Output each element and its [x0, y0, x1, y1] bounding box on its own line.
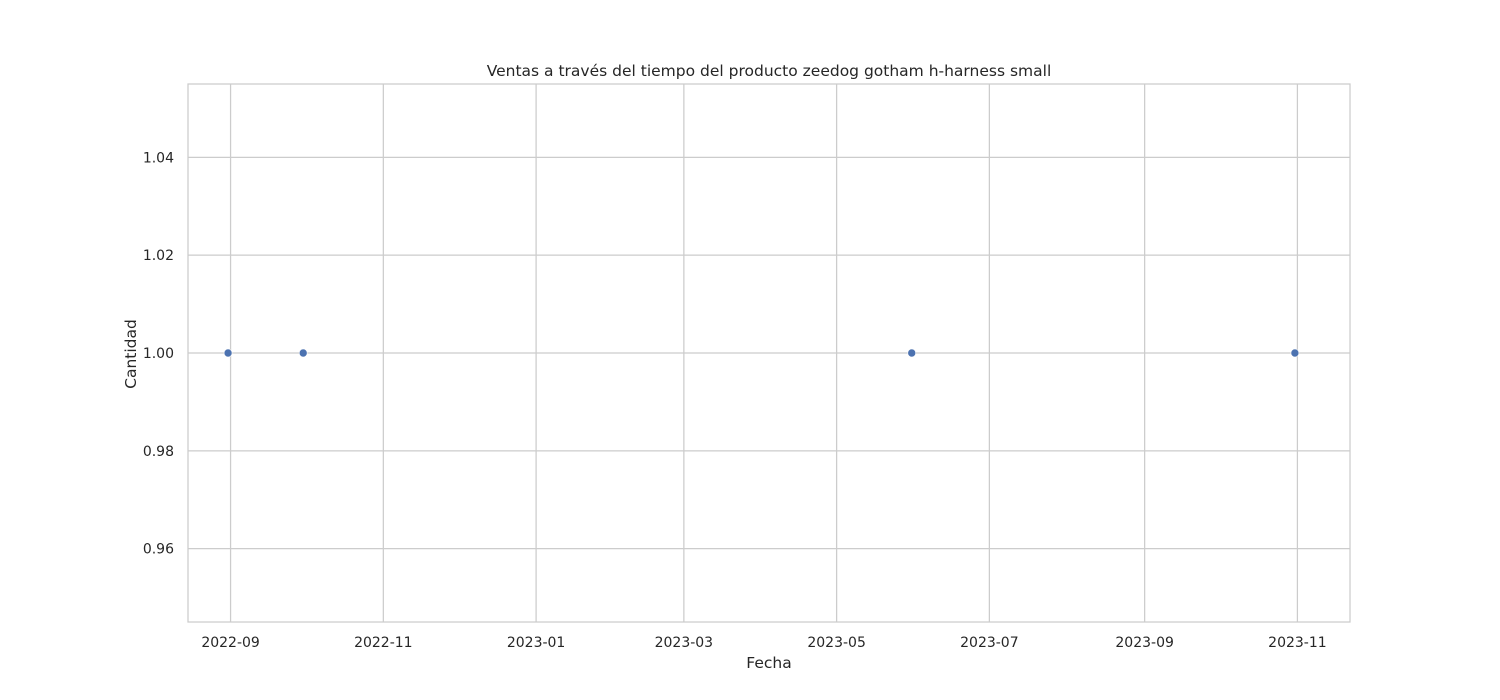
data-point [1290, 348, 1300, 358]
data-point [298, 348, 308, 358]
data-points [223, 348, 1300, 358]
data-point [223, 348, 233, 358]
y-tick-label: 0.98 [143, 444, 174, 460]
chart-title: Ventas a través del tiempo del producto … [487, 62, 1052, 80]
x-tick-label: 2022-09 [201, 635, 260, 651]
data-point [907, 348, 917, 358]
y-axis-ticks: 0.96 0.98 1.00 1.02 1.04 [143, 150, 174, 557]
grid [188, 84, 1350, 622]
x-tick-label: 2023-11 [1268, 635, 1327, 651]
x-axis-label: Fecha [746, 654, 791, 672]
x-tick-label: 2023-01 [507, 635, 566, 651]
y-tick-label: 1.04 [143, 150, 174, 166]
y-tick-label: 0.96 [143, 542, 174, 558]
x-tick-label: 2023-05 [807, 635, 866, 651]
y-tick-label: 1.00 [143, 346, 174, 362]
plot-frame [187, 83, 1351, 623]
x-axis-ticks: 2022-09 2022-11 2023-01 2023-03 2023-05 2023-… [201, 635, 1326, 651]
y-axis-label: Cantidad [122, 319, 140, 389]
x-tick-label: 2022-11 [354, 635, 413, 651]
x-tick-label: 2023-03 [655, 635, 714, 651]
x-tick-label: 2023-09 [1115, 635, 1174, 651]
y-tick-label: 1.02 [143, 248, 174, 264]
x-tick-label: 2023-07 [960, 635, 1019, 651]
